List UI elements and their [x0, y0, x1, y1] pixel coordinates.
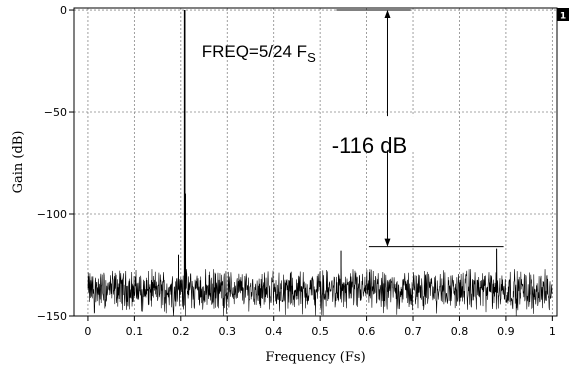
corner-badge-label: 1 [560, 12, 566, 22]
y-tick-label: −50 [44, 106, 67, 119]
x-tick-label: 0.2 [172, 325, 190, 338]
corner-badge: 1 [557, 8, 569, 22]
frequency-label-subscript: S [307, 50, 316, 65]
plot-background [74, 8, 557, 316]
x-tick-label: 0.8 [451, 325, 469, 338]
frequency-label: FREQ=5/24 FS [202, 42, 316, 65]
axes: 0 0.1 0.2 0.3 0.4 0.5 0.6 0.7 0.8 0.9 1 0 −50 −100 −15… [11, 4, 558, 365]
x-tick-label: 0.7 [404, 325, 422, 338]
y-axis-label: Gain (dB) [11, 131, 26, 194]
x-tick-label: 0.1 [126, 325, 144, 338]
x-axis-label: Frequency (Fs) [265, 350, 365, 365]
x-tick-label: 0.9 [497, 325, 515, 338]
x-tick-label: 0.6 [358, 325, 376, 338]
x-tick-label: 0 [84, 325, 91, 338]
spectrum-series-line [87, 10, 553, 316]
x-tick-label: 0.5 [311, 325, 329, 338]
dynamic-range-label: -116 dB [332, 133, 407, 158]
arrow-up-icon [384, 10, 391, 19]
x-tick-label: 1 [549, 325, 556, 338]
dynamic-range-label-bg [329, 116, 426, 151]
y-tick-label: −100 [37, 208, 67, 221]
plot-area [87, 10, 553, 316]
arrow-down-icon [384, 238, 391, 247]
x-tick-label: 0.3 [219, 325, 237, 338]
plot-frame [73, 7, 558, 317]
annotation-layer: -116 dB FREQ=5/24 FS [202, 9, 504, 248]
x-tick-label: 0.4 [265, 325, 283, 338]
y-tick-label: −150 [37, 310, 67, 323]
y-tick-label: 0 [60, 4, 67, 17]
